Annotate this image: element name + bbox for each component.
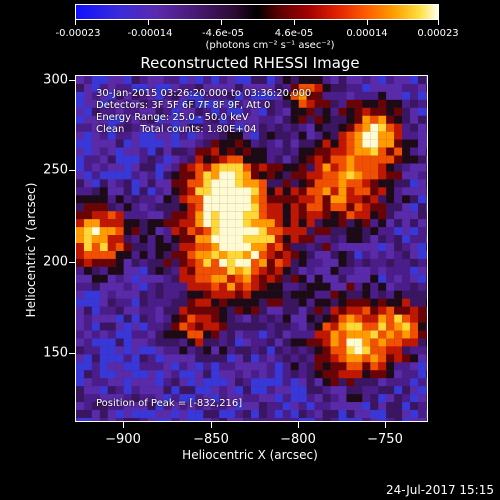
y-tick-label: 300 [43, 72, 68, 88]
x-tick-label: −750 [367, 432, 403, 447]
colorbar-label: 0.00023 [417, 28, 459, 39]
x-tick [385, 422, 386, 428]
x-axis-label: Heliocentric X (arcsec) [182, 448, 318, 462]
y-tick [69, 170, 75, 171]
colorbar-label: -0.00023 [55, 28, 101, 39]
colorbar-label: 0.00014 [346, 28, 388, 39]
time-range: 30-Jan-2015 03:26:20.000 to 03:36:20.000 [96, 88, 312, 99]
x-tick-label: −900 [105, 432, 141, 447]
colorbar [75, 4, 439, 20]
y-tick [69, 262, 75, 263]
colorbar-label: -0.00014 [127, 28, 173, 39]
colorbar-tick [221, 20, 222, 25]
detectors-line: Detectors: 3F 5F 6F 7F 8F 9F, Att 0 [96, 100, 271, 111]
y-axis-label: Heliocentric Y (arcsec) [24, 182, 38, 318]
energy-range: Energy Range: 25.0 - 50.0 keV [96, 112, 249, 123]
x-tick [211, 422, 212, 428]
y-tick-label: 250 [43, 162, 68, 178]
heatmap-image [76, 76, 427, 421]
x-tick [298, 422, 299, 428]
colorbar-tick [75, 20, 76, 25]
clean-counts: Clean Total counts: 1.80E+04 [96, 124, 257, 135]
timestamp: 24-Jul-2017 15:15 [385, 483, 494, 497]
x-tick-label: −850 [193, 432, 229, 447]
colorbar-tick [367, 20, 368, 25]
y-tick [69, 353, 75, 354]
y-tick [69, 80, 75, 81]
colorbar-tick [294, 20, 295, 25]
peak-position: Position of Peak = [-832,216] [96, 398, 243, 409]
colorbar-units: (photons cm⁻² s⁻¹ asec⁻²) [205, 40, 335, 51]
colorbar-tick [438, 20, 439, 25]
image-title: Reconstructed RHESSI Image [140, 54, 360, 72]
colorbar-label: -4.6e-05 [202, 28, 244, 39]
colorbar-label: 4.6e-05 [274, 28, 314, 39]
image-plot[interactable]: 30-Jan-2015 03:26:20.000 to 03:36:20.000… [75, 75, 428, 422]
x-tick [123, 422, 124, 428]
y-tick-label: 150 [43, 345, 68, 361]
colorbar-tick [148, 20, 149, 25]
x-tick-label: −800 [280, 432, 316, 447]
y-tick-label: 200 [43, 254, 68, 270]
